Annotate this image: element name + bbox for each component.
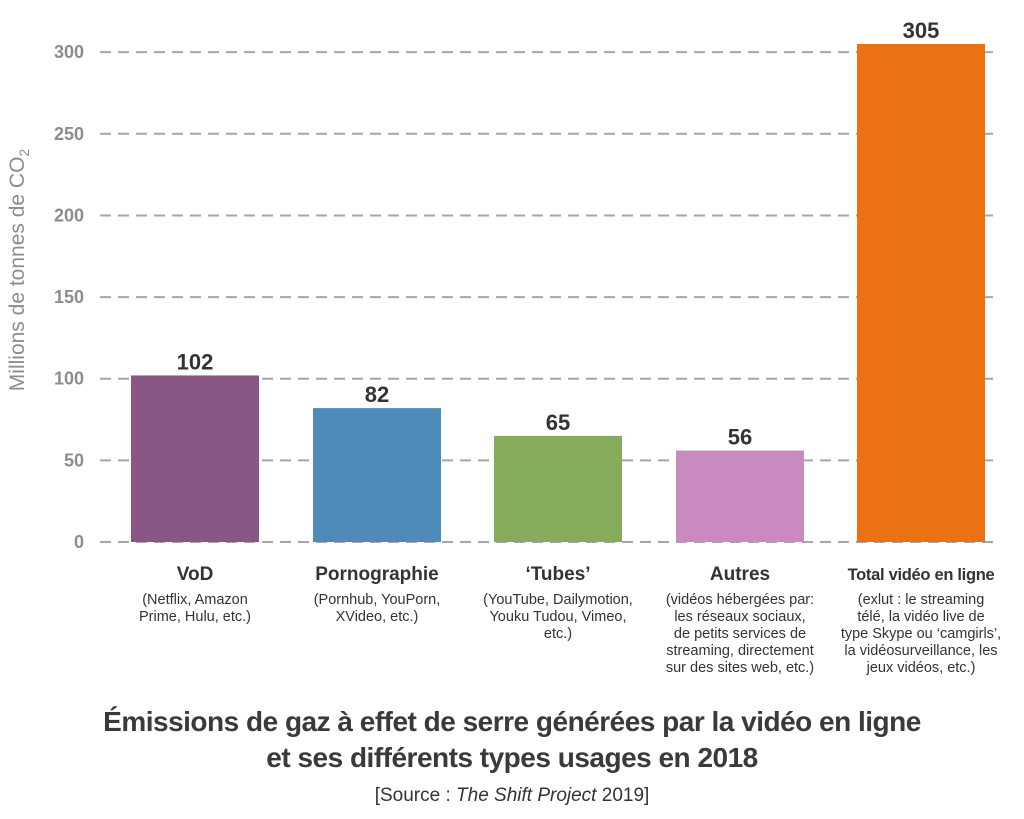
bar-1 [313, 408, 441, 542]
data-label-3: 56 [728, 425, 752, 450]
y-axis-label: Millions de tonnes de CO2 [6, 149, 32, 392]
category-desc-0-line-0: (Netflix, Amazon [142, 592, 248, 608]
data-label-0: 102 [177, 349, 214, 374]
category-desc-3-line-2: de petits services de [674, 626, 806, 642]
category-desc-4-line-1: télé, la vidéo live de [857, 609, 984, 625]
chart-source: [Source : The Shift Project 2019] [0, 785, 1024, 807]
category-desc-2-line-0: (YouTube, Dailymotion, [483, 592, 633, 608]
category-desc-2-line-1: Youku Tudou, Vimeo, [489, 609, 626, 625]
category-name-3: Autres [710, 564, 770, 585]
data-label-1: 82 [365, 382, 389, 407]
bars [131, 44, 985, 542]
chart-title-line-2: et ses différents types usages en 2018 [266, 742, 758, 773]
category-desc-3-line-1: les réseaux sociaux, [674, 609, 805, 625]
bar-2 [494, 435, 622, 542]
y-axis-label-main: Millions de tonnes de CO [6, 157, 29, 392]
y-tick-label-250: 250 [54, 124, 84, 144]
source-name: The Shift Project [456, 785, 597, 806]
y-axis-label-sub: 2 [16, 149, 32, 157]
chart-title-line-1: Émissions de gaz à effet de serre généré… [103, 706, 921, 737]
y-tick-label-300: 300 [54, 42, 84, 62]
source-suffix: 2019] [596, 785, 650, 806]
data-label-4: 305 [903, 18, 940, 43]
source-prefix: [Source : [374, 785, 457, 806]
category-desc-2-line-2: etc.) [544, 626, 572, 642]
category-desc-3-line-0: (vidéos hébergées par: [666, 592, 814, 608]
bar-3 [676, 450, 804, 542]
y-tick-label-100: 100 [54, 369, 84, 389]
category-desc-3-line-3: streaming, directement [666, 643, 813, 659]
category-desc-4-line-0: (exlut : le streaming [858, 592, 985, 608]
category-name-0: VoD [177, 564, 214, 585]
category-name-2: ‘Tubes’ [525, 564, 590, 585]
bar-0 [131, 375, 259, 542]
data-label-2: 65 [546, 410, 570, 435]
data-labels: 102 82 65 56 305 [177, 18, 940, 450]
y-tick-label-200: 200 [54, 205, 84, 225]
y-axis-ticks: 0 50 100 150 200 250 300 [54, 42, 84, 552]
category-name-1: Pornographie [315, 564, 439, 585]
y-tick-label-0: 0 [74, 532, 84, 552]
category-desc-4-line-3: la vidéosurveillance, les [844, 643, 997, 659]
y-tick-label-50: 50 [64, 450, 84, 470]
category-desc-3-line-4: sur des sites web, etc.) [666, 660, 814, 676]
category-desc-4-line-4: jeux vidéos, etc.) [866, 660, 976, 676]
category-desc-1-line-1: XVideo, etc.) [336, 609, 419, 625]
category-desc-0-line-1: Prime, Hulu, etc.) [139, 609, 251, 625]
bar-chart: 0 50 100 150 200 250 300 Millions de tonnes de… [6, 18, 1001, 676]
category-desc-4-line-2: type Skype ou ‘camgirls’, [841, 626, 1001, 642]
category-desc-1-line-0: (Pornhub, YouPorn, [314, 592, 441, 608]
y-tick-label-150: 150 [54, 287, 84, 307]
bar-4 [857, 44, 985, 542]
category-name-4: Total vidéo en ligne [848, 566, 995, 584]
